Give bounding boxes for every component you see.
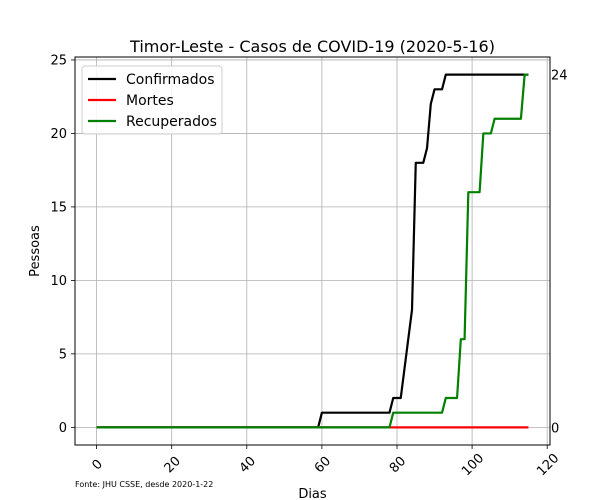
source-note: Fonte: JHU CSSE, desde 2020-1-22 — [75, 480, 213, 489]
legend-label: Recuperados — [126, 114, 217, 130]
y-tick-label: 0 — [59, 421, 67, 436]
x-axis-label: Dias — [298, 487, 327, 500]
y-tick-label: 25 — [50, 53, 67, 68]
x-tick-label: 0 — [89, 457, 105, 473]
y-tick-label: 5 — [59, 347, 67, 362]
legend-box — [81, 65, 223, 135]
series-line-recuperados — [96, 73, 529, 429]
x-tick-label: 120 — [534, 451, 562, 479]
x-tick-label: 60 — [312, 454, 334, 476]
y-tick-label: 20 — [50, 127, 67, 142]
end-value-label: 0 — [551, 421, 559, 436]
y-tick-label: 10 — [50, 274, 67, 289]
chart-title: Timor-Leste - Casos de COVID-19 (2020-5-… — [129, 37, 495, 56]
x-tick-label: 40 — [237, 454, 259, 476]
y-axis-label: Pessoas — [28, 225, 43, 277]
legend: Confirmados Mortes Recuperados — [81, 65, 223, 135]
series-line-confirmados — [96, 73, 529, 429]
legend-label: Mortes — [126, 93, 174, 109]
x-tick-label: 100 — [459, 451, 487, 479]
end-labels: 24 0 — [551, 69, 568, 437]
x-tick-label: 20 — [162, 454, 184, 476]
series-lines — [96, 73, 529, 429]
y-tick-label: 15 — [50, 200, 67, 215]
legend-label: Confirmados — [126, 72, 215, 88]
plot-frame — [74, 56, 551, 446]
x-tick-label: 80 — [387, 454, 409, 476]
end-value-label: 24 — [551, 69, 568, 84]
